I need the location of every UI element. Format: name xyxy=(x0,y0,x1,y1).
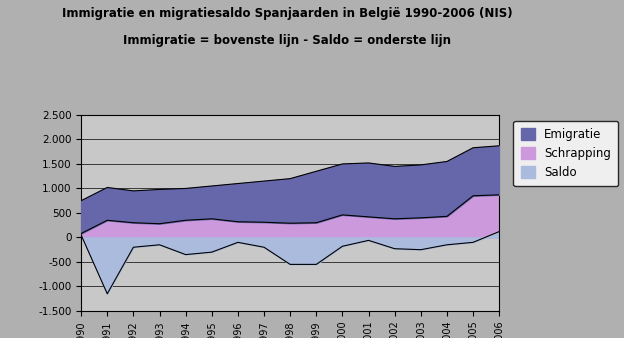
Text: Immigratie = bovenste lijn - Saldo = onderste lijn: Immigratie = bovenste lijn - Saldo = ond… xyxy=(123,34,451,47)
Legend: Emigratie, Schrapping, Saldo: Emigratie, Schrapping, Saldo xyxy=(514,121,618,186)
Text: Immigratie en migratiesaldo Spanjaarden in België 1990-2006 (NIS): Immigratie en migratiesaldo Spanjaarden … xyxy=(62,7,512,20)
